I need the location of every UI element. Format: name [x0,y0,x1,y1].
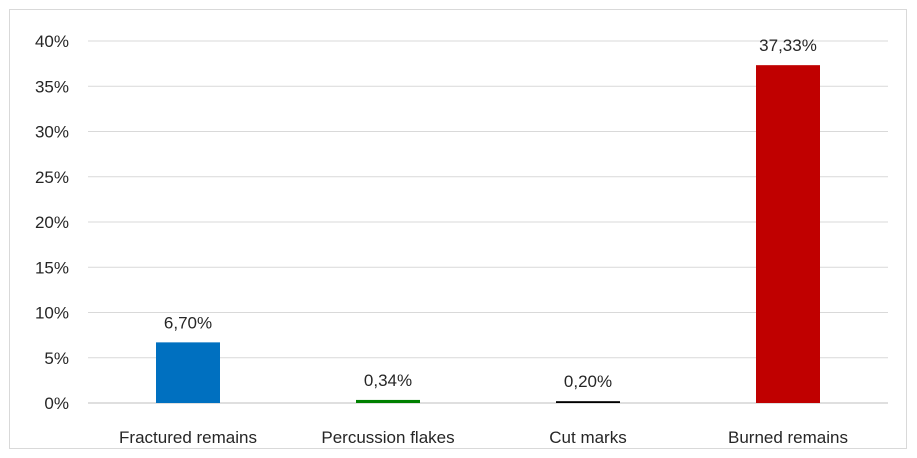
data-labels: 6,70% 0,34% 0,20% 37,33% [164,36,817,391]
y-tick-label: 20% [35,213,69,232]
x-axis-ticks: Fractured remains Percussion flakes Cut ma… [119,428,848,447]
x-tick-label: Percussion flakes [321,428,454,447]
y-tick-label: 25% [35,168,69,187]
gridlines [88,40,888,404]
bar-percussion-flakes [356,399,420,403]
bar-burned-remains [756,65,820,403]
data-label: 0,34% [364,371,412,390]
y-tick-label: 5% [44,349,69,368]
data-label: 37,33% [759,36,817,55]
y-axis-ticks: 0% 5% 10% 15% 20% 25% 30% 35% 40% [35,32,69,413]
x-tick-label: Cut marks [549,428,626,447]
y-tick-label: 0% [44,394,69,413]
data-label: 6,70% [164,313,212,332]
y-tick-label: 35% [35,77,69,96]
bar-cut-marks [556,401,620,403]
bars [156,65,820,403]
bar-fractured-remains [156,342,220,403]
y-tick-label: 10% [35,304,69,323]
x-tick-label: Burned remains [728,428,848,447]
y-tick-label: 15% [35,258,69,277]
data-label: 0,20% [564,372,612,391]
x-tick-label: Fractured remains [119,428,257,447]
y-tick-label: 30% [35,123,69,142]
y-tick-label: 40% [35,32,69,51]
